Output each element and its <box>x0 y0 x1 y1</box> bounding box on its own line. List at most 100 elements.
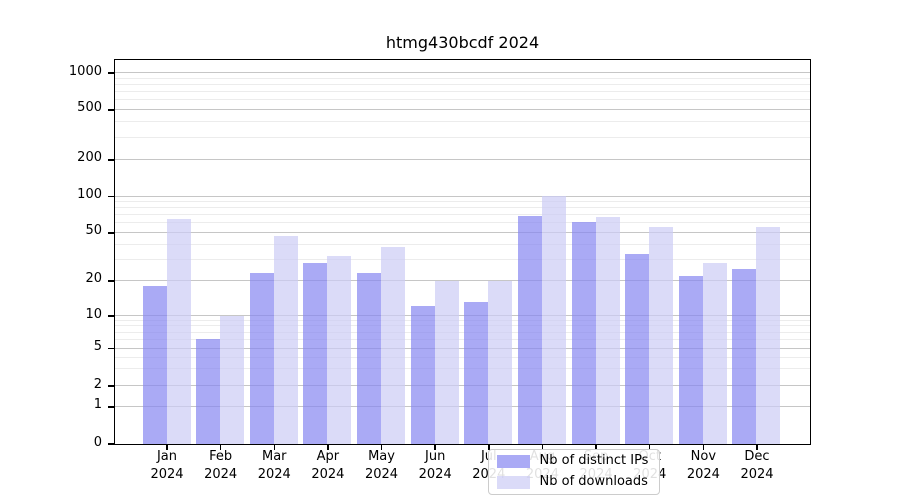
x-tick-label-may: May 2024 <box>364 449 399 482</box>
gridline-minor <box>114 368 810 370</box>
x-tick-mark-dec <box>756 444 758 450</box>
legend-label-downloads: Nb of downloads <box>539 474 648 489</box>
x-tick-label-jun: Jun 2024 <box>418 449 452 482</box>
gridline-minor <box>114 91 810 93</box>
gridline-1 <box>114 405 810 407</box>
y-axis-labels: 0 1 2 5 10 20 50 100 200 500 1000 <box>0 59 104 450</box>
gridline-minor <box>114 201 810 203</box>
gridline-2 <box>114 385 810 387</box>
bar-jan-distinct-ips <box>142 285 167 444</box>
y-tick-label-50: 50 <box>85 223 102 239</box>
x-tick-mark-aug <box>541 444 544 450</box>
legend-row-downloads: Nb of downloads <box>496 473 651 491</box>
y-tick-mark <box>108 280 114 282</box>
y-tick-mark <box>108 159 114 161</box>
x-tick-mark-jul <box>488 444 490 450</box>
legend-swatch-downloads <box>496 475 530 489</box>
gridline-minor <box>114 331 810 333</box>
gridline-5 <box>114 347 810 349</box>
y-tick-label-500: 500 <box>77 100 102 116</box>
bar-oct-distinct-ips <box>625 254 650 444</box>
minor-gridlines <box>114 60 810 444</box>
bar-may-distinct-ips <box>357 273 382 444</box>
gridline-minor <box>114 243 810 245</box>
y-tick-label-0: 0 <box>93 434 102 450</box>
gridline-minor <box>114 136 810 138</box>
x-tick-label-jan: Jan 2024 <box>150 449 184 482</box>
x-tick-mark-may <box>380 444 383 450</box>
x-tick-label-feb: Feb 2024 <box>204 449 238 482</box>
bar-dec-distinct-ips <box>732 268 757 444</box>
y-tick-label-20: 20 <box>85 271 102 287</box>
y-tick-mark <box>108 385 114 387</box>
gridline-minor <box>114 214 810 216</box>
y-tick-mark <box>108 315 114 317</box>
gridline-500 <box>114 109 810 110</box>
gridline-minor <box>114 319 810 321</box>
bar-nov-distinct-ips <box>678 275 703 444</box>
gridline-minor <box>114 121 810 123</box>
bar-jan-downloads <box>166 218 191 444</box>
gridline-minor <box>114 222 810 224</box>
y-tick-mark <box>108 72 114 74</box>
bar-aug-distinct-ips <box>517 215 542 444</box>
legend-swatch-distinct-ips <box>496 454 530 468</box>
legend-label-distinct-ips: Nb of distinct IPs <box>539 453 649 468</box>
bar-dec-downloads <box>756 227 781 444</box>
y-tick-mark <box>108 443 114 445</box>
x-tick-mark-jan <box>166 444 168 450</box>
y-tick-label-1000: 1000 <box>68 63 102 79</box>
y-tick-mark <box>108 195 114 198</box>
y-tick-label-100: 100 <box>77 187 102 202</box>
y-tick-label-10: 10 <box>85 306 102 322</box>
bar-mar-downloads <box>273 235 298 444</box>
gridline-200 <box>114 159 810 160</box>
bar-apr-distinct-ips <box>303 262 328 444</box>
gridline-minor <box>114 77 810 79</box>
y-tick-mark <box>108 347 114 350</box>
gridline-minor <box>114 207 810 209</box>
x-tick-label-apr: Apr 2024 <box>311 449 345 482</box>
x-tick-mark-nov <box>702 444 705 450</box>
y-tick-label-5: 5 <box>93 338 102 354</box>
bar-may-downloads <box>381 246 406 444</box>
x-tick-label-dec: Dec 2024 <box>740 449 774 482</box>
gridline-1000 <box>114 72 810 74</box>
bars-layer <box>115 60 810 444</box>
gridline-minor <box>114 258 810 260</box>
bar-sep-distinct-ips <box>571 222 596 444</box>
y-tick-label-200: 200 <box>77 150 102 166</box>
bar-mar-distinct-ips <box>249 273 274 444</box>
gridline-10 <box>114 315 810 317</box>
x-tick-label-nov: Nov 2024 <box>686 449 720 482</box>
gridline-minor <box>114 99 810 101</box>
bar-jul-distinct-ips <box>464 302 489 444</box>
x-tick-mark-sep <box>595 444 597 450</box>
gridline-minor <box>114 83 810 85</box>
bar-sep-downloads <box>595 217 620 444</box>
x-tick-mark-mar <box>273 444 276 450</box>
x-tick-mark-oct <box>648 444 651 450</box>
y-tick-label-2: 2 <box>93 376 102 392</box>
gridline-minor <box>114 338 810 340</box>
y-tick-mark <box>108 232 114 234</box>
x-tick-mark-jun <box>434 444 436 450</box>
x-tick-mark-apr <box>327 444 329 450</box>
bar-aug-downloads <box>541 196 566 444</box>
y-tick-mark <box>108 109 114 111</box>
bar-feb-downloads <box>220 315 245 444</box>
gridline-20 <box>114 280 810 281</box>
gridline-50 <box>114 232 810 233</box>
major-gridlines <box>114 60 810 444</box>
gridline-minor <box>114 356 810 358</box>
y-tick-label-1: 1 <box>93 397 102 413</box>
bar-apr-downloads <box>327 255 352 444</box>
bar-oct-downloads <box>649 227 674 444</box>
gridline-minor <box>114 325 810 327</box>
chart-title: htmg430bcdf 2024 <box>385 33 540 52</box>
legend: Nb of distinct IPs Nb of downloads <box>487 448 660 495</box>
bar-nov-downloads <box>702 262 727 444</box>
bar-jul-downloads <box>488 280 513 444</box>
plot-area: Nb of distinct IPs Nb of downloads <box>113 58 811 495</box>
